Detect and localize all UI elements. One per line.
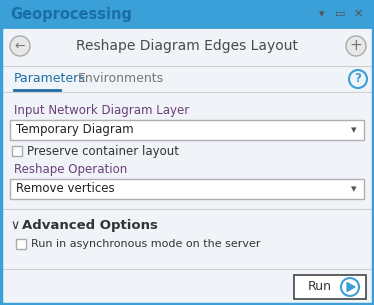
Bar: [16, 239, 26, 249]
Text: Remove vertices: Remove vertices: [16, 182, 114, 196]
Bar: [12, 146, 22, 156]
Text: Environments: Environments: [78, 73, 164, 85]
Text: ▾: ▾: [351, 184, 357, 194]
Bar: [1, 1, 373, 27]
Text: ▾: ▾: [351, 125, 357, 135]
Circle shape: [346, 36, 366, 56]
Text: Run: Run: [308, 281, 332, 293]
Text: Temporary Diagram: Temporary Diagram: [16, 124, 134, 137]
Text: ▭: ▭: [335, 9, 345, 19]
Text: Geoprocessing: Geoprocessing: [10, 6, 132, 21]
Text: Input Network Diagram Layer: Input Network Diagram Layer: [14, 104, 189, 117]
Bar: [10, 179, 364, 199]
Text: Reshape Diagram Edges Layout: Reshape Diagram Edges Layout: [76, 39, 298, 53]
Text: +: +: [350, 38, 362, 53]
Text: ▾: ▾: [319, 9, 325, 19]
Circle shape: [10, 36, 30, 56]
Bar: [10, 120, 364, 140]
Text: Preserve container layout: Preserve container layout: [27, 145, 179, 157]
Text: ✕: ✕: [353, 9, 363, 19]
Polygon shape: [347, 282, 355, 292]
Text: Reshape Operation: Reshape Operation: [14, 163, 127, 176]
Text: ←: ←: [15, 40, 25, 52]
Text: ?: ?: [355, 73, 361, 85]
Text: Run in asynchronous mode on the server: Run in asynchronous mode on the server: [31, 239, 261, 249]
Text: ∨: ∨: [10, 219, 19, 232]
Text: Advanced Options: Advanced Options: [22, 219, 158, 232]
Bar: [294, 275, 366, 299]
Text: Parameters: Parameters: [14, 73, 86, 85]
